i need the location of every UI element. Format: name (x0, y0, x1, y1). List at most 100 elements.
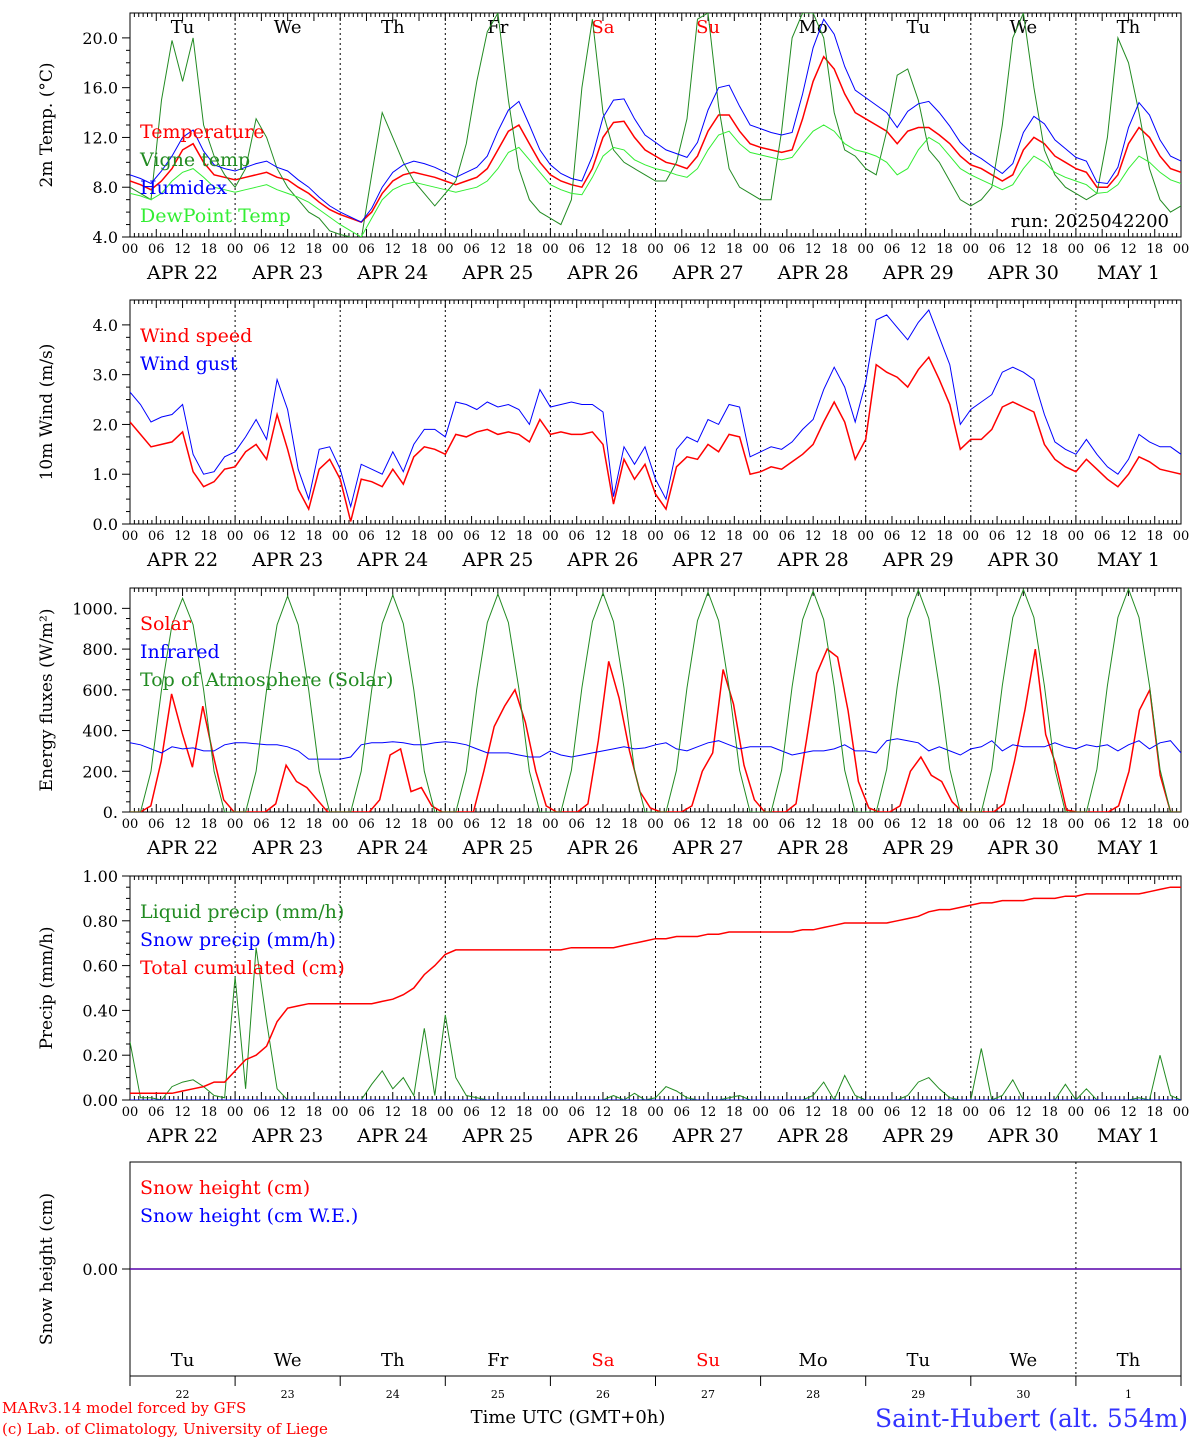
day-name: Tu (906, 17, 930, 38)
x-hour-label: 06 (884, 817, 901, 832)
x-hour-label: 00 (227, 1105, 244, 1120)
x-hour-label: 06 (1094, 1105, 1111, 1120)
x-hour-label: 12 (174, 817, 191, 832)
x-hour-label: 18 (1146, 817, 1163, 832)
x-hour-label: 00 (647, 817, 664, 832)
x-hour-label: 06 (674, 529, 691, 544)
x-hour-label: 18 (726, 242, 743, 257)
x-hour-label: 00 (1173, 1105, 1190, 1120)
x-hour-label: 12 (595, 1105, 612, 1120)
x-hour-label: 12 (805, 1105, 822, 1120)
x-hour-label: 18 (621, 1105, 638, 1120)
x-hour-label: 00 (227, 817, 244, 832)
x-hour-label: 12 (490, 817, 507, 832)
panel-3: 0. 200. 400. 600. 800. 1000. Energy fluxes (W/… (37, 587, 1190, 859)
x-hour-label: 06 (253, 1105, 270, 1120)
x-hour-label: 06 (253, 242, 270, 257)
x-hour-label: 18 (621, 529, 638, 544)
x-hour-label: 06 (463, 1105, 480, 1120)
x-hour-label: 18 (411, 529, 428, 544)
x-hour-label: 18 (831, 242, 848, 257)
x-hour-label: 12 (910, 1105, 927, 1120)
series-line-1 (130, 55, 1181, 223)
x-hour-label: 06 (884, 242, 901, 257)
x-hour-label: 18 (1146, 242, 1163, 257)
x-hour-label: 00 (542, 1105, 559, 1120)
x-hour-label: 06 (779, 529, 796, 544)
x-date-label: APR 22 (146, 262, 218, 284)
x-hour-label: 12 (174, 242, 191, 257)
x-hour-label: 00 (437, 817, 454, 832)
legend-entry: Snow height (cm W.E.) (140, 1205, 358, 1227)
x-hour-label: 06 (884, 529, 901, 544)
x-date-label: APR 24 (356, 837, 428, 859)
x-hour-label: 12 (279, 1105, 296, 1120)
x-hour-label: 12 (700, 1105, 717, 1120)
x-date-label: APR 28 (777, 1125, 849, 1147)
y-tick-label: 20.0 (82, 29, 118, 48)
x-hour-label: 06 (148, 529, 165, 544)
x-hour-label: 18 (201, 817, 218, 832)
y-tick-label: 0.00 (82, 1091, 118, 1110)
x-hour-label: 06 (463, 529, 480, 544)
y-tick-label: 4.0 (93, 228, 118, 247)
legend-entry: Wind gust (140, 353, 238, 375)
x-hour-label: 18 (411, 817, 428, 832)
x-date-label: APR 23 (251, 837, 323, 859)
x-hour-label: 06 (253, 529, 270, 544)
x-date-label: APR 29 (882, 262, 954, 284)
x-date-label: MAY 1 (1097, 1125, 1160, 1147)
x-hour-label: 06 (674, 817, 691, 832)
x-date-label: MAY 1 (1097, 549, 1160, 571)
y-axis-label: 10m Wind (m/s) (37, 344, 57, 481)
x-date-label: APR 29 (882, 1125, 954, 1147)
x-hour-label: 12 (595, 817, 612, 832)
series-group (130, 309, 1181, 522)
y-tick-label: 0.20 (82, 1046, 118, 1065)
x-hour-label: 00 (227, 529, 244, 544)
x-date-label: APR 25 (461, 837, 533, 859)
legend-entry: Temperature (140, 121, 264, 143)
x-hour-label: 18 (516, 529, 533, 544)
legend-entry: Solar (140, 613, 192, 635)
x-hour-label: 12 (700, 817, 717, 832)
x-hour-label: 18 (201, 529, 218, 544)
credit-line-2: (c) Lab. of Climatology, University of L… (2, 1420, 328, 1438)
x-hour-label: 12 (1120, 1105, 1137, 1120)
x-hour-label: 00 (857, 817, 874, 832)
legend-entry: Liquid precip (mm/h) (140, 901, 344, 923)
y-axis-label: Precip (mm/h) (37, 926, 57, 1049)
y-tick-label: 0.80 (82, 912, 118, 931)
x-date-label: APR 27 (672, 837, 744, 859)
x-hour-label: 18 (726, 817, 743, 832)
x-hour-label: 18 (306, 817, 323, 832)
x-hour-label: 12 (384, 817, 401, 832)
y-axis-label: 2m Temp. (°C) (37, 62, 57, 187)
x-hour-label: 00 (1068, 242, 1085, 257)
x-hour-label: 18 (831, 817, 848, 832)
x-date-label: APR 30 (987, 837, 1059, 859)
x-hour-label: 12 (910, 817, 927, 832)
x-hour-label: 06 (148, 1105, 165, 1120)
y-tick-label: 1000. (72, 599, 118, 618)
x-hour-label: 12 (174, 529, 191, 544)
x-hour-label: 12 (805, 817, 822, 832)
y-tick-label: 0.60 (82, 957, 118, 976)
x-hour-label: 12 (490, 529, 507, 544)
x-hour-label: 06 (1094, 529, 1111, 544)
x-hour-label: 00 (963, 817, 980, 832)
x-hour-label: 18 (516, 242, 533, 257)
panel-1: 4.0 8.0 12.0 16.0 20.0 2m Temp. (°C) 00 06 12 18 A… (37, 12, 1189, 284)
day-name: Tu (906, 1350, 930, 1371)
x-hour-label: 18 (831, 529, 848, 544)
x-hour-label: 00 (1068, 817, 1085, 832)
y-tick-label: 600. (82, 681, 118, 700)
x-hour-label: 00 (332, 529, 349, 544)
x-hour-label: 00 (1173, 817, 1190, 832)
x-hour-label: 00 (122, 817, 139, 832)
x-hour-label: 12 (910, 242, 927, 257)
y-tick-label: 4.0 (93, 316, 118, 335)
y-tick-label: 1.0 (93, 465, 118, 484)
x-date-label: APR 27 (672, 262, 744, 284)
